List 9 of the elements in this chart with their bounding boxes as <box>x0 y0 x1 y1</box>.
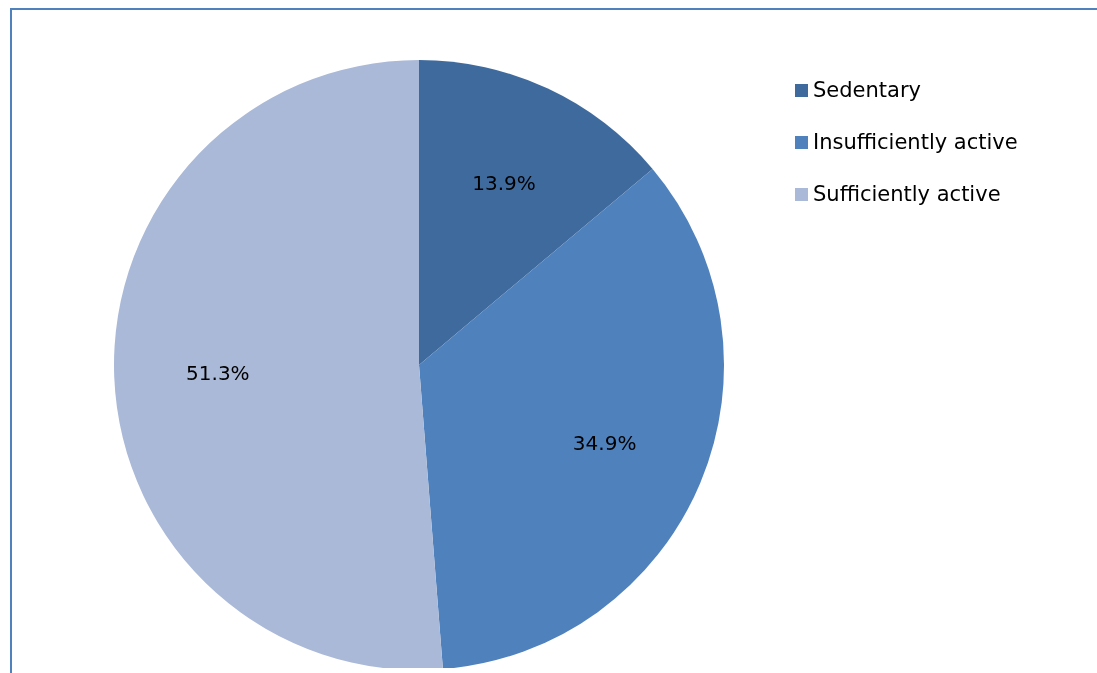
legend-label: Insufficiently active <box>813 130 1018 154</box>
data-label: 51.3% <box>186 360 250 385</box>
pie-slice <box>419 60 653 365</box>
data-label: 34.9% <box>572 430 637 455</box>
pie-slice <box>419 168 724 668</box>
pie-slice <box>114 60 443 668</box>
data-label: 13.9% <box>472 170 536 195</box>
legend-label: Sufficiently active <box>813 182 1001 206</box>
legend-label: Sedentary <box>813 78 921 102</box>
